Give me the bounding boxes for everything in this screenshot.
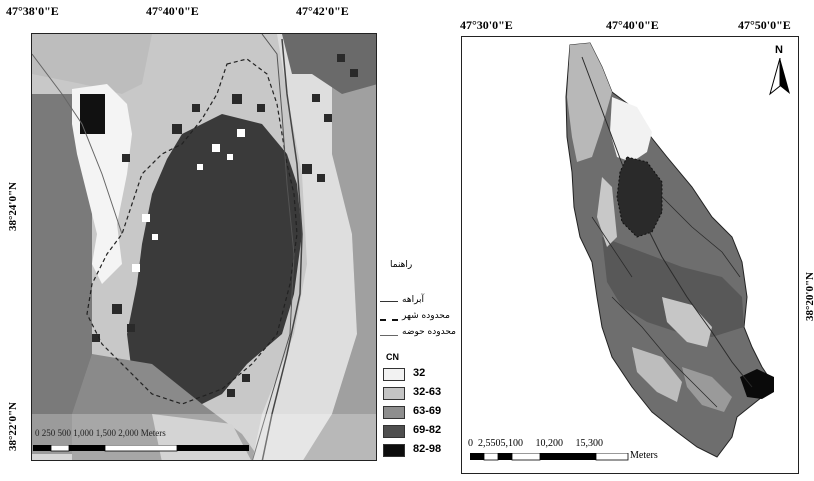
right-scale-bar: 0 2,5505,100 10,200 15,300 Meters: [468, 438, 788, 468]
cn-class-2: 32-63: [383, 385, 453, 403]
left-side-coord-2: 38°22'0"N: [7, 401, 19, 451]
right-scale-graphic: [470, 453, 629, 461]
legend-line-city: محدوده شهر: [380, 311, 470, 323]
cn-label-2: 32-63: [413, 386, 442, 398]
right-top-coord-2: 47°40'0"E: [606, 18, 659, 32]
left-top-coord-2: 47°40'0"E: [146, 4, 199, 18]
right-side-coord: 38°20'0"N: [804, 271, 814, 321]
cn-label-1: 32: [413, 367, 426, 379]
left-top-coord-1: 47°38'0"E: [6, 4, 59, 18]
cn-label-5: 82-98: [413, 443, 442, 455]
right-scale-numbers: 0 2,5505,100 10,200 15,300: [468, 438, 603, 449]
north-arrow: N: [768, 44, 792, 104]
cn-label-3: 63-69: [413, 405, 442, 417]
cn-swatch-5: [383, 444, 405, 457]
right-top-coord-1: 47°30'0"E: [460, 18, 513, 32]
legend: راهنما آبراهه محدوده شهر محدوده حوضه CN …: [380, 255, 470, 465]
cn-label-4: 69-82: [413, 424, 442, 436]
legend-line-basin: محدوده حوضه: [380, 327, 470, 339]
left-scale-graphic: [33, 445, 249, 452]
cn-swatch-3: [383, 406, 405, 419]
cn-class-5: 82-98: [383, 442, 453, 460]
cn-class-1: 32: [383, 366, 453, 384]
basin-map: [462, 37, 798, 473]
right-top-coord-3: 47°50'0"E: [738, 18, 791, 32]
cn-swatch-2: [383, 387, 405, 400]
left-map-frame: [31, 33, 377, 461]
right-map-frame: [461, 36, 799, 474]
legend-line-basin-label: محدوده حوضه: [402, 327, 456, 337]
left-scale-bar: 0 250 500 1,000 1,500 2,000 Meters: [33, 428, 253, 458]
north-label: N: [775, 44, 783, 56]
right-scale-unit: Meters: [630, 450, 658, 461]
cn-legend: 32 32-63 63-69 69-82 82-98: [383, 366, 473, 461]
left-top-coord-3: 47°42'0"E: [296, 4, 349, 18]
legend-line-city-label: محدوده شهر: [402, 311, 450, 321]
land-use-map: [32, 34, 376, 460]
left-scale-text: 0 250 500 1,000 1,500 2,000 Meters: [35, 428, 166, 438]
legend-line-stream-label: آبراهه: [402, 295, 425, 305]
north-arrow-icon: [769, 58, 790, 96]
left-side-coord-1: 38°24'0"N: [7, 181, 19, 231]
legend-title: راهنما: [390, 260, 413, 270]
cn-class-4: 69-82: [383, 423, 453, 441]
cn-title: CN: [386, 352, 399, 362]
cn-class-3: 63-69: [383, 404, 453, 422]
cn-swatch-4: [383, 425, 405, 438]
cn-swatch-1: [383, 368, 405, 381]
legend-line-stream: آبراهه: [380, 295, 470, 307]
